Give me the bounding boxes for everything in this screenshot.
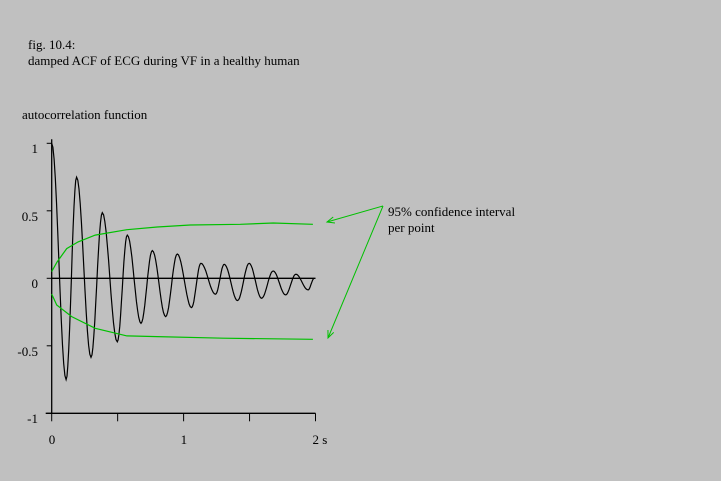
arrowhead-icon — [325, 216, 336, 224]
y-tick-label: -1 — [27, 411, 38, 427]
x-tick-label: 1 — [180, 432, 188, 447]
upper-confidence-line — [51, 222, 313, 272]
x-tick-label: 2 s — [312, 432, 328, 447]
y-tick-label: 0.5 — [21, 208, 38, 224]
acf-line — [51, 143, 315, 382]
annotation-line-1: 95% confidence interval — [388, 204, 516, 219]
annotation-arrow — [326, 205, 384, 223]
arrowhead-icon — [327, 329, 335, 340]
y-tick-label: 1 — [31, 141, 39, 157]
caption-line-1: fig. 10.4: — [28, 37, 76, 52]
caption-line-2: damped ACF of ECG during VF in a healthy… — [28, 53, 300, 68]
lower-confidence-line — [51, 293, 313, 340]
y-tick-label: 0 — [31, 276, 39, 292]
y-tick-label: -0.5 — [17, 343, 38, 359]
annotation-arrow — [327, 205, 384, 339]
y-axis-label: autocorrelation function — [22, 107, 148, 122]
annotation-line-2: per point — [388, 220, 435, 235]
x-tick-label: 0 — [48, 432, 56, 447]
